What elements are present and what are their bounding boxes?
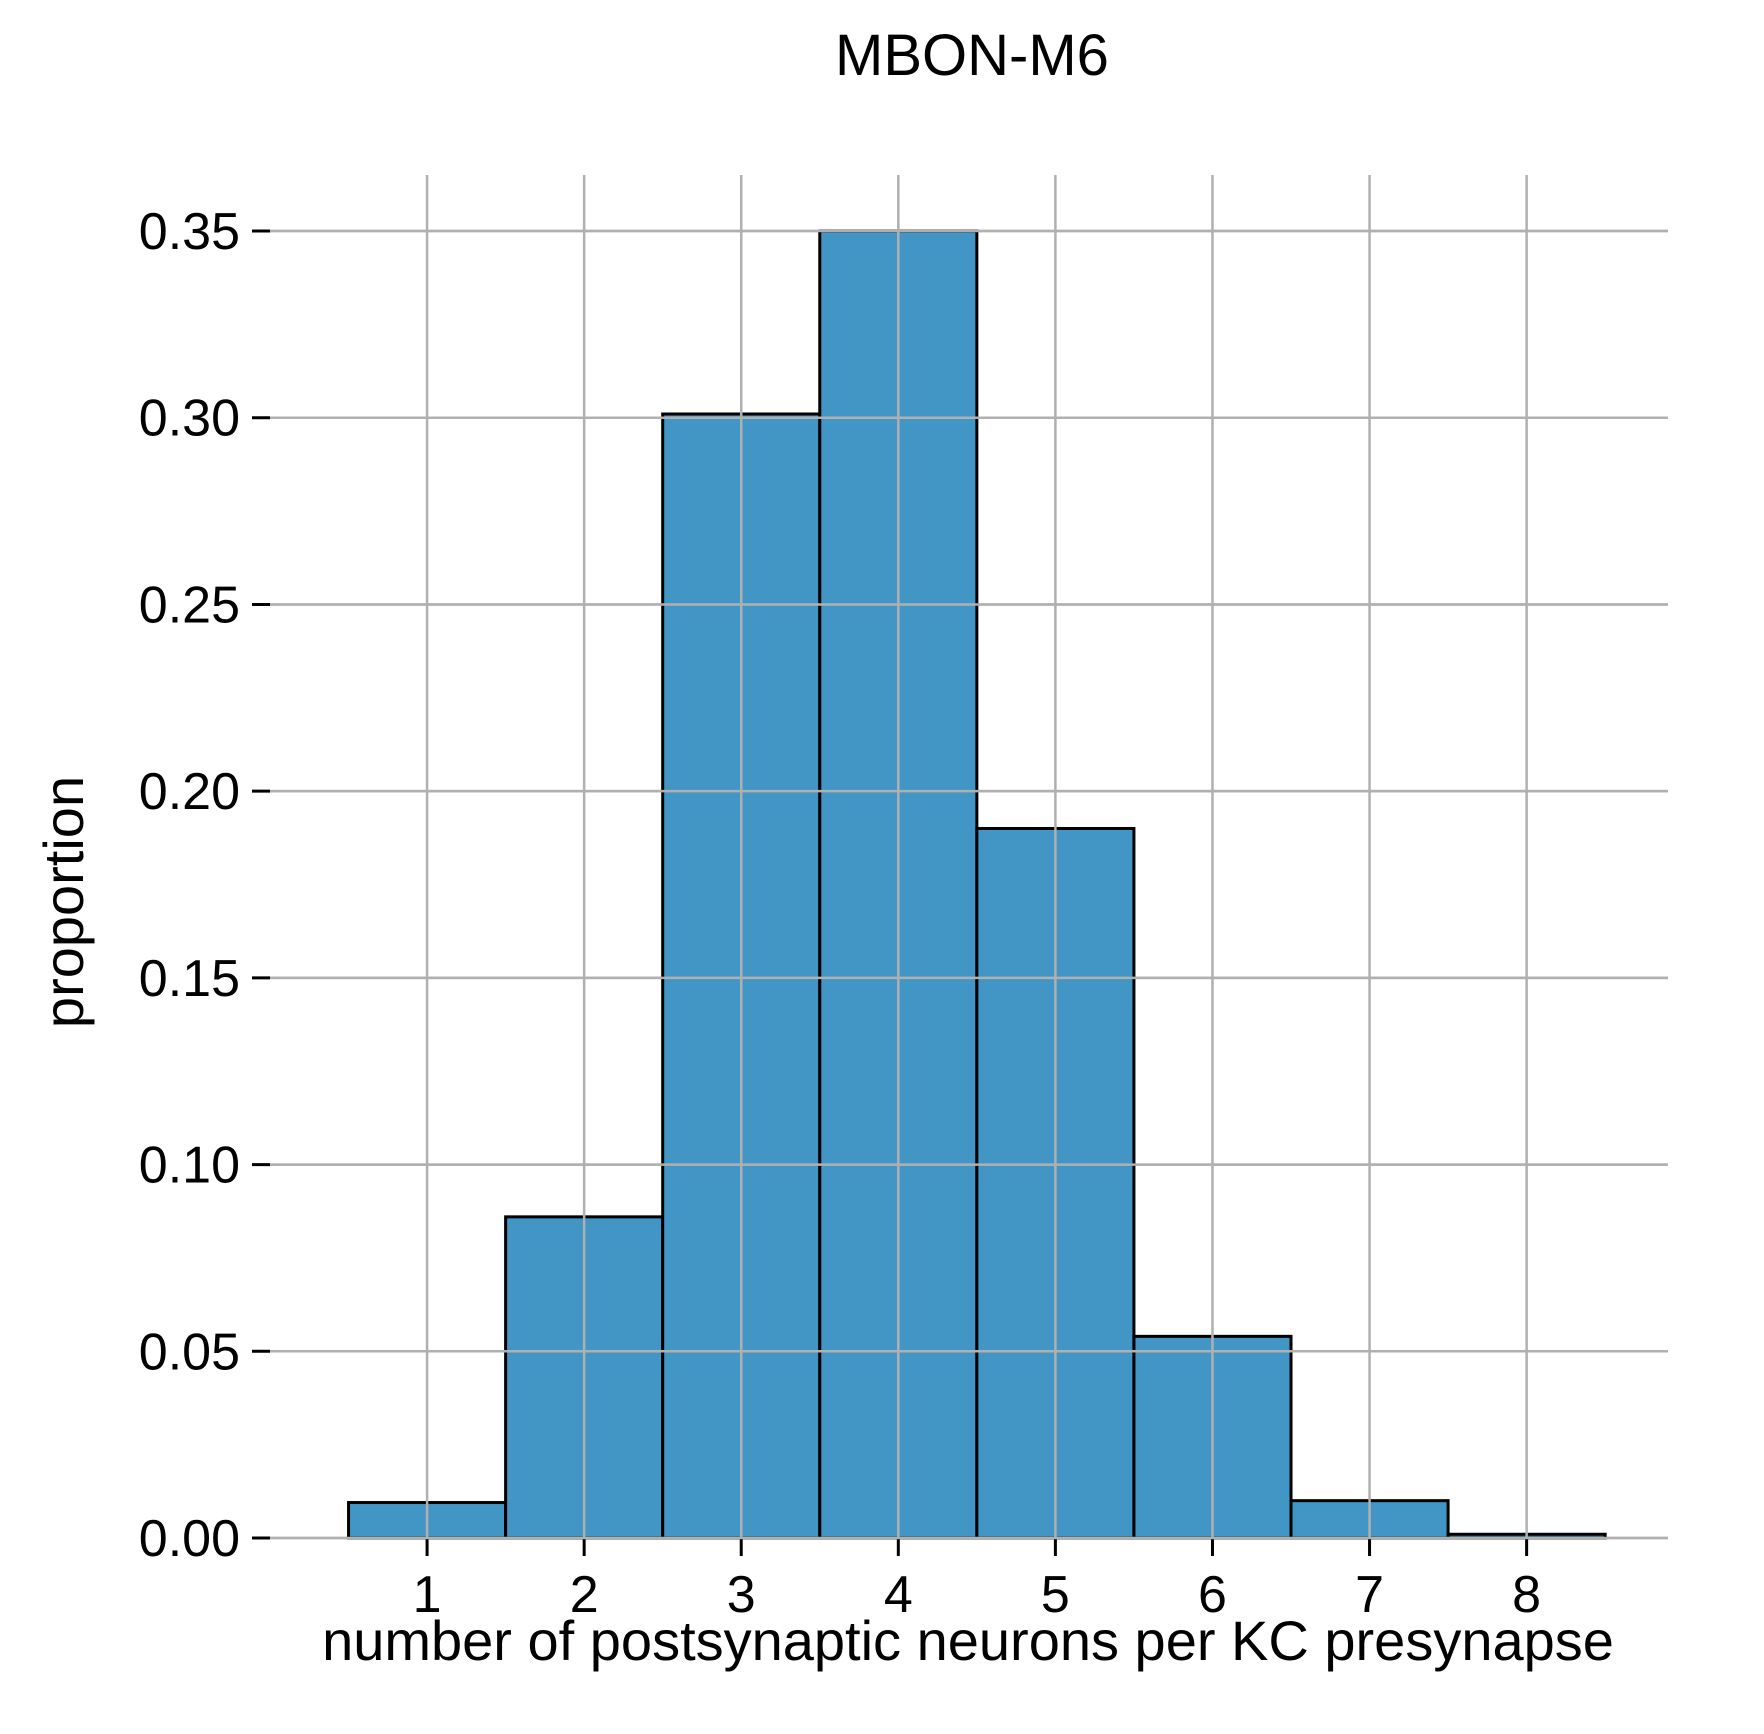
bars	[347, 229, 1607, 1540]
y-tick-label: 0.30	[139, 390, 240, 448]
y-tick-label: 0.20	[139, 763, 240, 821]
x-tick-label: 1	[413, 1566, 442, 1624]
y-tick-label: 0.15	[139, 950, 240, 1008]
y-tick-label: 0.00	[139, 1510, 240, 1568]
x-tick-label: 3	[727, 1566, 756, 1624]
x-tick-label: 6	[1198, 1566, 1227, 1624]
y-tick-label: 0.35	[139, 203, 240, 261]
x-tick-label: 8	[1512, 1566, 1541, 1624]
y-axis: 0.00 0.05 0.10 0.15 0.20 0.25 0.30 0.35	[139, 203, 270, 1568]
x-tick-label: 2	[570, 1566, 599, 1624]
x-axis: 1 2 3 4 5 6 7 8	[270, 175, 1668, 1624]
y-axis-label: proportion	[32, 776, 95, 1028]
y-tick-label: 0.05	[139, 1323, 240, 1381]
y-tick-label: 0.10	[139, 1137, 240, 1195]
x-axis-label: number of postsynaptic neurons per KC pr…	[322, 1609, 1614, 1672]
chart-title: MBON-M6	[835, 23, 1109, 88]
y-tick-label: 0.25	[139, 576, 240, 634]
x-tick-label: 5	[1041, 1566, 1070, 1624]
x-tick-label: 4	[884, 1566, 913, 1624]
x-tick-label: 7	[1355, 1566, 1384, 1624]
